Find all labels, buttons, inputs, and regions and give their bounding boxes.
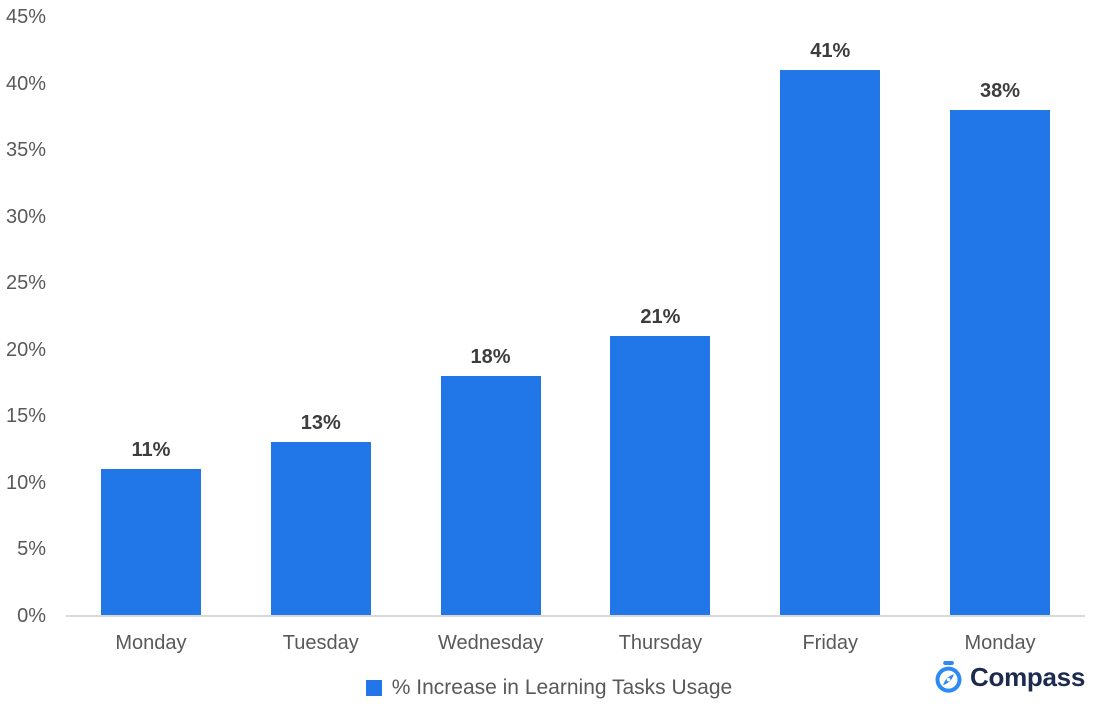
x-axis-label: Thursday — [618, 632, 703, 654]
bar-thursday — [610, 335, 711, 615]
y-axis-tick-label: 15% — [5, 405, 46, 428]
bar-group: 21% — [575, 17, 745, 615]
x-axis-label: Friday — [802, 632, 859, 654]
bar-friday — [780, 70, 881, 615]
bar-value-label: 21% — [640, 305, 681, 328]
y-axis-tick-label: 25% — [5, 272, 46, 295]
bar-monday — [100, 468, 201, 615]
y-axis: 45% 40% 35% 30% 25% 20% 15% 10% 5% 0% — [0, 7, 46, 626]
y-axis-tick-label: 10% — [5, 471, 46, 494]
bar-value-label: 13% — [300, 412, 341, 435]
x-axis-label: Tuesday — [282, 632, 359, 654]
x-axis-label: Monday — [115, 632, 187, 654]
bar-value-label: 38% — [980, 80, 1021, 103]
legend: % Increase in Learning Tasks Usage — [0, 676, 1098, 700]
bar-value-label: 41% — [810, 40, 851, 63]
bar-group: 38% — [915, 17, 1085, 615]
bar-wednesday — [440, 375, 541, 615]
bar-group: 13% — [236, 17, 406, 615]
bar-value-label: 18% — [470, 345, 511, 368]
y-axis-tick-label: 30% — [5, 205, 46, 228]
x-axis-label: Monday — [964, 632, 1036, 654]
bar-group: 41% — [745, 17, 915, 615]
bar-group: 18% — [406, 17, 576, 615]
bar-series: 11% 13% 18% 21% 41% 38% — [66, 17, 1085, 615]
y-axis-tick-label: 5% — [17, 538, 46, 561]
bar-monday-2 — [950, 110, 1051, 615]
compass-logo: Compass — [935, 661, 1085, 693]
y-axis-tick-label: 40% — [5, 72, 46, 95]
bar-tuesday — [270, 442, 371, 615]
stopwatch-compass-icon — [935, 661, 962, 693]
bar-group: 11% — [66, 17, 236, 615]
bar-value-label: 11% — [131, 438, 171, 461]
compass-logo-text: Compass — [970, 662, 1085, 692]
plot-area: 11% 13% 18% 21% 41% 38% — [66, 17, 1085, 617]
y-axis-tick-label: 35% — [5, 139, 46, 162]
y-axis-tick-label: 45% — [5, 6, 46, 28]
legend-label: % Increase in Learning Tasks Usage — [391, 676, 733, 699]
y-axis-tick-label: 20% — [5, 338, 46, 361]
x-axis-label: Wednesday — [437, 632, 544, 654]
y-axis-tick-label: 0% — [17, 604, 46, 627]
legend-marker-swatch — [365, 680, 382, 696]
x-axis: Monday Tuesday Wednesday Thursday Friday… — [66, 632, 1085, 655]
